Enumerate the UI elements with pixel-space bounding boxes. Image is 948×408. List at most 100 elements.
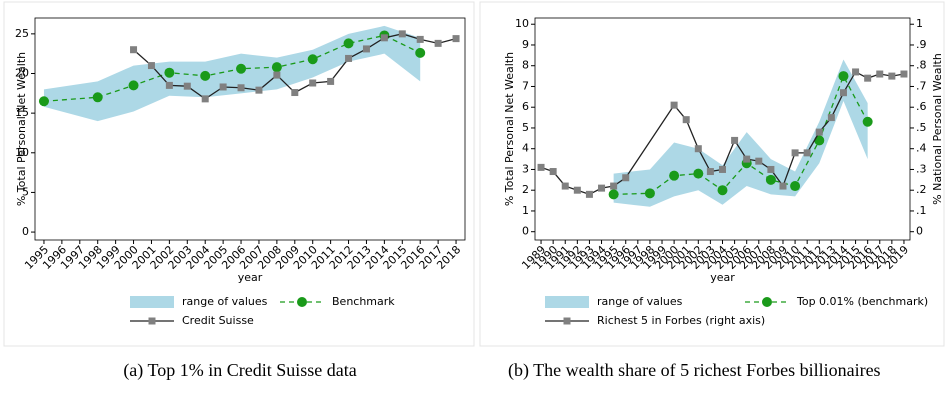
data-point	[537, 163, 545, 171]
data-point	[237, 84, 245, 92]
legend-marker	[563, 317, 571, 325]
y-tick-label: 7	[522, 79, 529, 92]
data-point	[682, 116, 690, 124]
data-point	[693, 168, 704, 179]
plot-frame	[534, 17, 911, 241]
y-axis-label: % Total Personal Net Wealth	[503, 52, 516, 206]
data-point	[706, 168, 714, 176]
range-band	[613, 59, 868, 207]
legend-swatch	[545, 296, 589, 308]
y-tick-label: 10	[15, 146, 29, 159]
y-axis-label: % Total Personal Net Wealth	[15, 52, 28, 206]
y-tick-label: 8	[522, 59, 529, 72]
y2-tick-label: .6	[916, 100, 927, 113]
legend-label: Top 0.01% (benchmark)	[796, 295, 928, 308]
data-point	[610, 182, 618, 190]
y2-tick-label: .1	[916, 204, 927, 217]
y-tick-label: 6	[522, 100, 529, 113]
plot-frame	[34, 17, 466, 241]
range-band	[43, 25, 421, 122]
y2-tick-label: .7	[916, 79, 927, 92]
data-point	[876, 70, 884, 78]
y2-tick-label: .2	[916, 183, 927, 196]
y-tick-label: 10	[515, 17, 529, 30]
legend-label: Richest 5 in Forbes (right axis)	[597, 314, 765, 327]
caption: (b) The wealth share of 5 richest Forbes…	[508, 360, 881, 380]
data-point	[852, 68, 860, 76]
data-point	[573, 186, 581, 194]
data-point	[888, 72, 896, 80]
legend-marker	[148, 317, 156, 325]
data-point	[307, 54, 318, 65]
y2-tick-label: .8	[916, 59, 927, 72]
data-point	[271, 62, 282, 73]
data-point	[398, 30, 406, 38]
data-point	[273, 71, 281, 79]
data-point	[670, 101, 678, 109]
data-point	[549, 168, 557, 176]
data-point	[827, 114, 835, 122]
data-point	[309, 79, 317, 87]
data-point	[755, 157, 763, 165]
y-tick-label: 5	[522, 121, 529, 134]
data-point	[255, 86, 263, 94]
data-point	[765, 174, 776, 185]
data-point	[201, 95, 209, 103]
data-point	[694, 145, 702, 153]
data-point	[236, 63, 247, 74]
y-tick-label: 5	[22, 185, 29, 198]
data-point	[767, 165, 775, 173]
data-point	[814, 135, 825, 146]
data-point	[803, 149, 811, 157]
data-point	[791, 149, 799, 157]
y2-tick-label: .4	[916, 142, 927, 155]
data-point	[343, 38, 354, 49]
panel-frame	[479, 1, 945, 347]
data-point	[719, 165, 726, 173]
data-point	[743, 155, 751, 163]
data-point	[622, 174, 630, 182]
data-point	[219, 83, 227, 91]
data-point	[415, 47, 426, 58]
panel-frame	[3, 1, 475, 347]
data-point	[669, 170, 680, 181]
data-point	[38, 96, 49, 107]
data-point	[779, 182, 787, 190]
data-point	[790, 181, 801, 192]
legend-label: range of values	[597, 295, 683, 308]
data-point	[862, 116, 873, 127]
data-point	[717, 185, 728, 196]
y-tick-label: 20	[15, 67, 29, 80]
data-point	[345, 54, 353, 62]
y2-axis-label: % National Personal Wealth	[931, 53, 944, 205]
data-point	[839, 89, 847, 97]
data-point	[864, 74, 872, 82]
y2-tick-label: 0	[916, 225, 923, 238]
legend-marker	[297, 297, 307, 307]
data-point	[128, 80, 139, 91]
data-point	[608, 189, 619, 200]
data-point	[561, 182, 569, 190]
legend-label: range of values	[182, 295, 268, 308]
y2-tick-label: .5	[916, 121, 927, 134]
data-point	[585, 190, 593, 198]
x-axis-label: year	[238, 271, 263, 284]
legend-marker	[762, 297, 772, 307]
caption: (a) Top 1% in Credit Suisse data	[123, 360, 357, 380]
y-tick-label: 9	[522, 38, 529, 51]
data-point	[644, 188, 655, 199]
series-line	[540, 71, 905, 196]
y2-tick-label: 1	[916, 17, 923, 30]
data-point	[130, 46, 138, 54]
y-tick-label: 15	[15, 106, 29, 119]
data-point	[434, 39, 442, 47]
data-point	[92, 92, 103, 103]
data-point	[731, 136, 739, 144]
legend-label: Benchmark	[332, 295, 395, 308]
y-tick-label: 1	[522, 204, 529, 217]
y2-tick-label: .3	[916, 162, 927, 175]
data-point	[327, 77, 335, 85]
data-point	[362, 45, 370, 53]
